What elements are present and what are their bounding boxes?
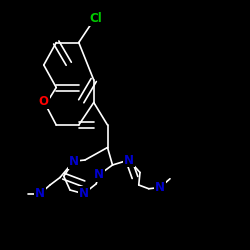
Text: N: N — [79, 187, 89, 200]
Text: Cl: Cl — [90, 12, 103, 25]
Text: N: N — [69, 155, 79, 168]
Text: O: O — [39, 95, 49, 108]
Text: N: N — [94, 168, 104, 181]
Text: N: N — [155, 181, 165, 194]
Text: N: N — [124, 154, 134, 166]
Text: N: N — [35, 187, 45, 200]
